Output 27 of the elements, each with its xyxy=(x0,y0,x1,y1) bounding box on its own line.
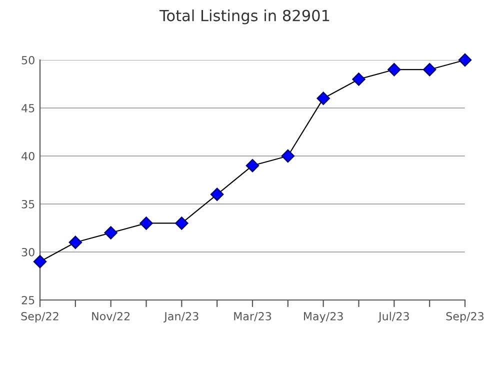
chart-title: Total Listings in 82901 xyxy=(159,10,330,24)
point xyxy=(352,72,366,86)
y-tick-label: 30 xyxy=(22,248,34,256)
point xyxy=(104,226,118,240)
point xyxy=(68,236,82,249)
x-tick-label: Jul/23 xyxy=(378,312,409,322)
x-tick-label: Sep/23 xyxy=(446,312,484,323)
x-tick-label: Sep/22 xyxy=(21,312,58,323)
point xyxy=(246,159,260,172)
y-tick-label: 40 xyxy=(22,152,34,160)
x-tick-label: May/23 xyxy=(304,312,343,323)
y-tick-label: 35 xyxy=(22,200,34,208)
point xyxy=(458,53,472,67)
point xyxy=(175,216,188,230)
y-tick-label: 25 xyxy=(22,296,34,304)
point xyxy=(388,63,401,76)
y-tick-label: 45 xyxy=(22,104,34,112)
point xyxy=(422,63,436,76)
point xyxy=(33,255,47,268)
y-tick-label: 50 xyxy=(22,56,34,64)
point xyxy=(210,188,224,201)
x-tick-label: Jan/23 xyxy=(164,312,198,322)
point xyxy=(281,149,295,163)
point xyxy=(140,216,153,230)
point xyxy=(316,92,330,105)
x-tick-label: Mar/23 xyxy=(234,312,272,322)
x-tick-label: Nov/22 xyxy=(92,312,130,322)
